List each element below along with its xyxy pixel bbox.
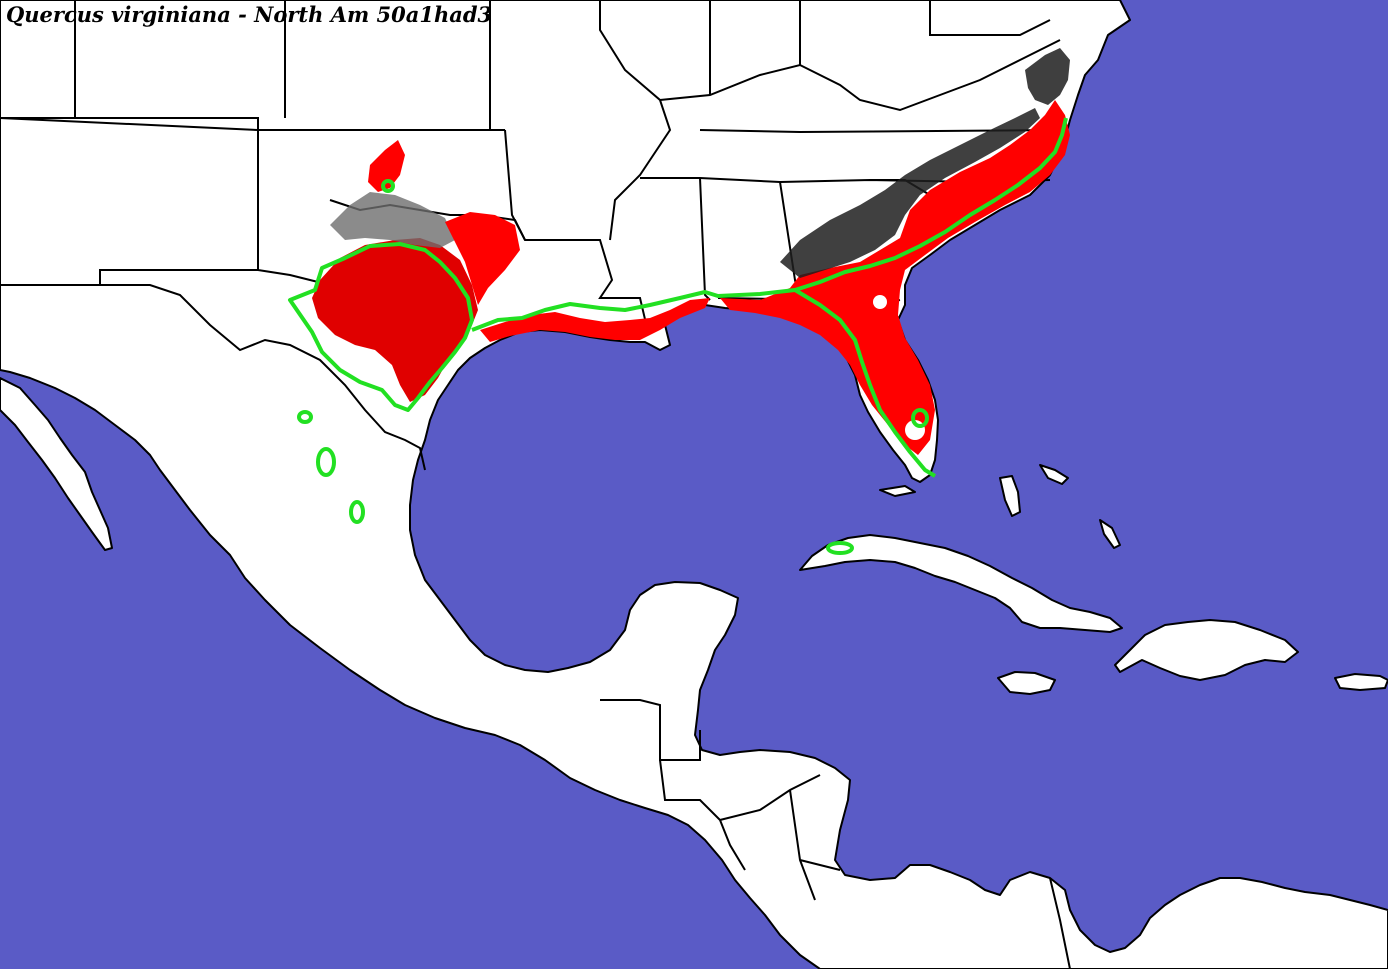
range-outline-texas-1 bbox=[297, 410, 313, 424]
range-outline-oklahoma bbox=[381, 179, 395, 193]
border-texas-mexico bbox=[100, 284, 426, 471]
border-ne-states bbox=[709, 0, 1051, 95]
island-cuba bbox=[799, 534, 1123, 633]
range-outline-florida-coast bbox=[793, 288, 937, 478]
suitability-southeast-red bbox=[720, 100, 1070, 455]
island-puerto-rico bbox=[1334, 673, 1388, 691]
suitability-gulf-coast-red bbox=[480, 298, 710, 342]
range-outline-florida-inland bbox=[911, 408, 929, 428]
island-bahamas-eleuthera bbox=[1039, 464, 1069, 485]
border-oklahoma-texas bbox=[0, 130, 331, 286]
island-jamaica bbox=[997, 671, 1056, 695]
range-outline-main bbox=[288, 242, 474, 412]
map-title: Quercus virginiana - North Am 50a1had3 bbox=[6, 2, 493, 27]
suitability-texas-red bbox=[312, 238, 478, 402]
suitability-virginia-dark bbox=[1025, 48, 1070, 105]
range-outline-texas-2 bbox=[316, 447, 336, 477]
border-us-states-north bbox=[0, 0, 505, 131]
border-mexico-guatemala bbox=[600, 699, 701, 761]
range-outline-cuba bbox=[826, 541, 854, 555]
island-hispaniola bbox=[1114, 619, 1299, 681]
suitability-layer bbox=[312, 48, 1070, 455]
island-bahamas-long bbox=[1099, 519, 1121, 549]
border-mississippi-river bbox=[599, 0, 672, 241]
border-kentucky bbox=[659, 39, 1061, 112]
range-outline-gulf-coast bbox=[471, 117, 1068, 332]
known-range-layer bbox=[288, 117, 1068, 555]
suitability-florida-gap bbox=[873, 295, 887, 309]
border-arkansas-louisiana bbox=[504, 129, 649, 333]
suitability-oklahoma-red bbox=[368, 140, 405, 192]
suitability-east-texas-red bbox=[445, 212, 520, 305]
border-central-america bbox=[659, 759, 841, 901]
island-bahamas-grand bbox=[879, 485, 916, 497]
border-panama-colombia bbox=[1049, 877, 1071, 969]
suitability-texas-gray bbox=[330, 192, 455, 248]
suitability-appalachian-dark bbox=[780, 108, 1040, 278]
range-outline-texas-3 bbox=[349, 500, 365, 524]
border-virginia-nc bbox=[699, 129, 1066, 134]
landmass-baja-california bbox=[0, 377, 113, 551]
island-bahamas-andros bbox=[999, 475, 1021, 517]
